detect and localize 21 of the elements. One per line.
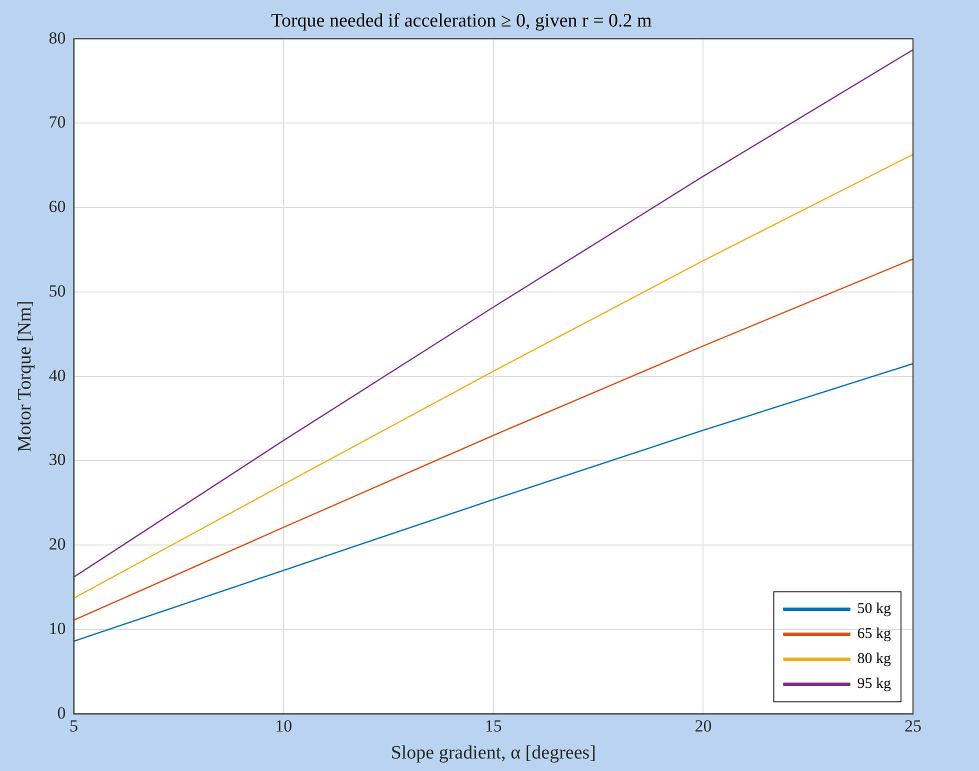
y-tick-label: 60	[48, 197, 66, 216]
y-tick-label: 0	[57, 703, 66, 722]
legend-label: 50 kg	[857, 601, 892, 618]
y-tick-label: 70	[48, 112, 66, 132]
x-tick-label: 20	[694, 716, 712, 736]
legend-label: 80 kg	[857, 651, 892, 668]
y-tick-label: 80	[48, 28, 66, 48]
x-tick-label: 25	[904, 716, 922, 736]
x-tick-label: 10	[275, 716, 292, 736]
y-tick-label: 20	[48, 534, 66, 554]
y-tick-label: 50	[48, 281, 66, 300]
chart-title: Torque needed if acceleration ≥ 0, given r = 0.2 m	[271, 10, 652, 32]
y-axis-title: Motor Torque [Nm]	[14, 300, 36, 452]
y-tick-label: 40	[48, 366, 66, 385]
x-tick-label: 15	[484, 716, 502, 736]
x-tick-label: 5	[70, 716, 78, 736]
legend-label: 95 kg	[857, 676, 892, 692]
y-tick-label: 10	[48, 618, 66, 638]
x-axis-title: Slope gradient, α [degrees]	[390, 742, 596, 764]
legend-label: 65 kg	[857, 626, 892, 642]
y-tick-label: 30	[48, 450, 66, 470]
